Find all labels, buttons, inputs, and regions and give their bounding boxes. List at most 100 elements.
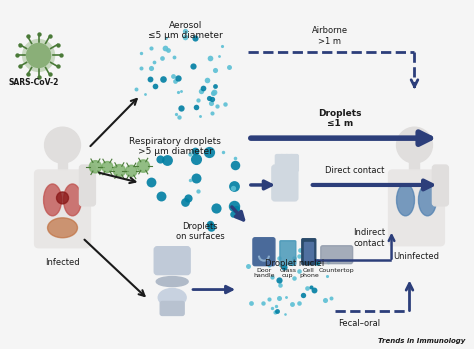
Point [174,89,182,95]
Point [200,85,207,90]
Text: Aerosol
≤5 μm diameter: Aerosol ≤5 μm diameter [148,21,222,40]
Point [46,34,54,39]
Point [296,247,303,253]
Text: Trends in Immunology: Trends in Immunology [378,338,465,344]
Ellipse shape [44,184,62,216]
Point [207,224,215,230]
Point [275,255,283,261]
Circle shape [27,44,51,67]
Point [273,309,281,314]
Circle shape [56,192,69,204]
Text: Cell
phone: Cell phone [299,268,319,279]
FancyBboxPatch shape [272,165,298,201]
Point [288,260,295,266]
Point [303,285,311,290]
Ellipse shape [47,218,77,238]
Point [219,43,226,49]
FancyBboxPatch shape [57,162,67,174]
Point [225,65,233,70]
FancyBboxPatch shape [154,247,190,275]
Point [35,31,42,36]
Point [207,100,214,106]
Point [16,64,23,69]
Point [175,115,182,120]
Point [328,295,335,301]
Point [146,76,154,81]
FancyBboxPatch shape [275,155,283,171]
Circle shape [113,164,125,177]
Point [276,282,283,287]
Point [137,51,145,56]
Text: Indirect
contact: Indirect contact [354,228,386,248]
FancyBboxPatch shape [253,238,275,266]
Text: Infected: Infected [45,258,80,267]
Circle shape [45,127,81,163]
Point [171,54,178,60]
FancyBboxPatch shape [410,162,419,174]
Point [295,268,303,274]
Point [207,222,214,227]
Point [208,110,216,116]
Circle shape [137,160,149,172]
Point [221,102,229,107]
Point [13,53,20,58]
Point [212,205,220,210]
Point [230,183,238,188]
Point [229,185,237,191]
Point [322,297,329,303]
Point [324,259,331,265]
Point [265,262,273,268]
Point [132,86,139,92]
Point [295,300,303,306]
Point [310,288,318,293]
Point [216,53,223,59]
Point [290,275,298,281]
Circle shape [23,39,55,72]
Point [181,199,189,205]
Point [191,35,199,40]
Point [182,28,189,34]
Point [288,301,295,306]
Text: SARS-CoV-2: SARS-CoV-2 [9,79,59,87]
Point [268,305,276,311]
Point [186,151,193,157]
Ellipse shape [156,277,188,287]
Point [211,83,219,89]
Ellipse shape [158,289,186,306]
Point [162,35,170,40]
Point [275,277,283,283]
Point [265,296,273,302]
FancyBboxPatch shape [160,302,184,315]
Text: Countertop: Countertop [319,268,355,273]
Point [211,68,219,73]
Ellipse shape [419,184,437,216]
Point [177,88,184,94]
Point [57,53,64,58]
Point [196,113,203,118]
Point [231,155,239,161]
Point [273,303,280,309]
Circle shape [89,161,101,173]
Point [271,310,278,315]
Point [281,264,288,270]
Point [54,64,61,69]
FancyBboxPatch shape [432,165,448,206]
Text: Door
handle: Door handle [253,268,274,279]
Text: Droplets
≤1 m: Droplets ≤1 m [318,109,362,128]
Circle shape [397,127,432,163]
Point [313,259,321,265]
Point [141,91,148,97]
Point [291,255,298,261]
Point [208,96,216,101]
Ellipse shape [64,184,82,216]
Point [192,156,200,162]
Point [205,150,212,155]
Point [184,195,192,201]
Circle shape [126,165,137,177]
Point [195,188,202,194]
Point [171,78,178,83]
Point [213,104,220,109]
FancyBboxPatch shape [35,170,91,248]
Point [164,47,172,53]
Point [177,105,185,111]
